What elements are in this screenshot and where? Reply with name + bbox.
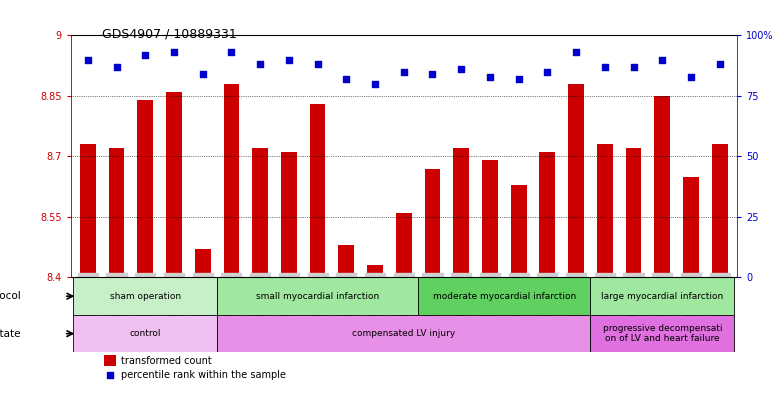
Bar: [339, 245, 354, 277]
Text: progressive decompensati
on of LV and heart failure: progressive decompensati on of LV and he…: [603, 324, 722, 343]
Point: [541, 68, 554, 75]
Point: [82, 57, 94, 63]
Bar: [137, 100, 153, 277]
Bar: [217, 277, 418, 315]
Bar: [453, 148, 469, 277]
Point: [684, 73, 697, 80]
Bar: [510, 185, 527, 277]
Text: compensated LV injury: compensated LV injury: [352, 329, 456, 338]
Point: [103, 372, 116, 378]
Point: [111, 64, 123, 70]
Point: [225, 49, 238, 55]
Bar: [590, 315, 734, 353]
Bar: [103, 355, 116, 366]
Point: [197, 71, 209, 77]
Bar: [109, 148, 125, 277]
Bar: [712, 144, 728, 277]
Point: [282, 57, 295, 63]
Bar: [568, 84, 584, 277]
Text: control: control: [129, 329, 161, 338]
Bar: [482, 160, 498, 277]
Text: protocol: protocol: [0, 291, 20, 301]
Point: [311, 61, 324, 68]
Bar: [223, 84, 239, 277]
Point: [484, 73, 496, 80]
Text: percentile rank within the sample: percentile rank within the sample: [121, 370, 285, 380]
Bar: [597, 144, 613, 277]
Bar: [626, 148, 641, 277]
Bar: [539, 152, 555, 277]
Point: [455, 66, 467, 72]
Bar: [310, 104, 325, 277]
Text: small myocardial infarction: small myocardial infarction: [256, 292, 379, 301]
Bar: [74, 315, 217, 353]
Bar: [683, 176, 699, 277]
Point: [656, 57, 669, 63]
Point: [340, 76, 353, 82]
Point: [513, 76, 525, 82]
Bar: [74, 277, 217, 315]
Text: GDS4907 / 10889331: GDS4907 / 10889331: [102, 28, 237, 40]
Point: [368, 81, 381, 87]
Bar: [367, 265, 383, 277]
Bar: [590, 277, 734, 315]
Point: [168, 49, 180, 55]
Bar: [80, 144, 96, 277]
Bar: [425, 169, 441, 277]
Point: [570, 49, 583, 55]
Bar: [396, 213, 412, 277]
Point: [627, 64, 640, 70]
Bar: [217, 315, 590, 353]
Text: moderate myocardial infarction: moderate myocardial infarction: [433, 292, 576, 301]
Point: [397, 68, 410, 75]
Point: [139, 51, 151, 58]
Text: sham operation: sham operation: [110, 292, 181, 301]
Text: large myocardial infarction: large myocardial infarction: [601, 292, 724, 301]
Bar: [655, 96, 670, 277]
Bar: [252, 148, 268, 277]
Bar: [166, 92, 182, 277]
Point: [713, 61, 726, 68]
Bar: [281, 152, 297, 277]
Point: [426, 71, 439, 77]
Bar: [418, 277, 590, 315]
Bar: [194, 249, 211, 277]
Point: [254, 61, 267, 68]
Point: [598, 64, 611, 70]
Text: transformed count: transformed count: [121, 356, 212, 366]
Text: disease state: disease state: [0, 329, 20, 339]
